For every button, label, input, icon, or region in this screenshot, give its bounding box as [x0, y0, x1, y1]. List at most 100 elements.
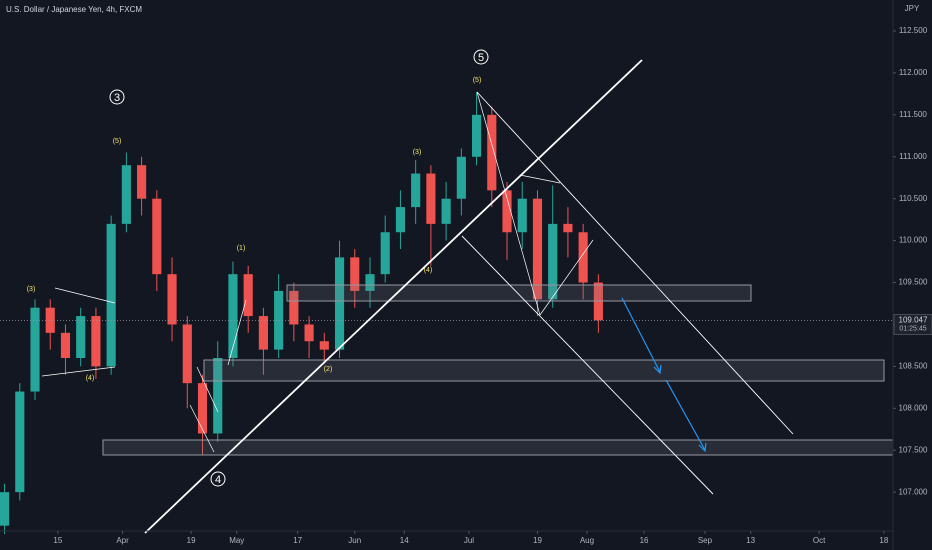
- candle-body: [517, 198, 527, 233]
- wave-circle: [473, 49, 489, 65]
- arrow-head: [653, 364, 662, 375]
- candle-body: [578, 232, 588, 283]
- x-tick-label: May: [229, 536, 244, 545]
- candle-body: [167, 274, 177, 325]
- candle-body: [15, 391, 25, 493]
- candle-body: [106, 223, 116, 367]
- candle-body: [319, 341, 329, 350]
- drawings: [41, 59, 894, 534]
- x-tick-label: 14: [400, 536, 409, 545]
- wave-label: (4): [86, 375, 95, 382]
- currency-label: JPY: [905, 4, 920, 13]
- major-wave-label: 5: [478, 52, 484, 64]
- wave-label: (5): [473, 77, 482, 84]
- y-tick-label: 112.000: [899, 68, 928, 77]
- candle-body: [472, 114, 482, 157]
- wedge-line: [41, 366, 116, 377]
- candle-body: [45, 307, 55, 333]
- candle-body: [411, 173, 421, 208]
- wave-label: (1): [237, 245, 246, 252]
- candle-body: [563, 223, 573, 233]
- wave-circle: [109, 89, 125, 105]
- candle-body: [121, 165, 131, 224]
- major-wave-label: 4: [215, 474, 221, 486]
- y-tick-label: 108.500: [899, 361, 928, 370]
- candle-body: [60, 332, 71, 359]
- candle-body: [456, 156, 466, 199]
- candle-body: [228, 274, 238, 359]
- wedge-line: [539, 239, 594, 316]
- candle-body: [548, 223, 558, 300]
- x-tick-label: 17: [293, 536, 302, 545]
- zone: [203, 359, 885, 382]
- arrow: [621, 297, 661, 373]
- major-wave-label: 3: [114, 92, 120, 104]
- y-tick-label: 110.000: [899, 236, 928, 245]
- candle-body: [213, 358, 223, 434]
- x-tick-label: Sep: [698, 536, 713, 545]
- plot-area: [0, 92, 893, 535]
- wedge-line: [189, 404, 215, 453]
- x-tick-label: Apr: [116, 536, 129, 545]
- last-price-label: 109.047: [899, 316, 928, 325]
- candle-body: [304, 324, 314, 342]
- price-axis: [893, 0, 932, 550]
- candle-body: [502, 190, 512, 233]
- candle-body: [532, 198, 543, 300]
- x-tick-label: 19: [187, 536, 196, 545]
- x-tick-label: Oct: [813, 536, 826, 545]
- y-tick-label: 107.500: [899, 445, 928, 454]
- last-price-box: [893, 314, 932, 335]
- x-tick-label: Jul: [464, 536, 474, 545]
- x-tick-label: 19: [533, 536, 542, 545]
- candle-body: [289, 290, 299, 325]
- y-tick-label: 111.000: [899, 152, 927, 161]
- wedge-line: [227, 299, 247, 366]
- arrow: [665, 379, 706, 451]
- candle-body: [487, 114, 497, 191]
- wave-label: (2): [324, 366, 333, 373]
- candle-body: [243, 274, 253, 317]
- wave-label: (3): [413, 149, 422, 156]
- wave-circle: [210, 471, 226, 487]
- candle-body: [152, 198, 162, 275]
- wedge-line: [196, 366, 219, 413]
- candle-body: [258, 316, 268, 350]
- candle-body: [91, 316, 101, 367]
- candle-body: [426, 173, 436, 224]
- axes: 107.000107.500108.000108.500109.000109.5…: [53, 26, 932, 545]
- y-tick-label: 107.000: [899, 487, 928, 496]
- zone: [102, 439, 894, 456]
- channel-line: [476, 91, 794, 435]
- wave-label: (3): [27, 286, 36, 293]
- candle-body: [441, 198, 451, 224]
- candle-body: [76, 316, 86, 359]
- channel-line: [461, 235, 714, 495]
- candle-body: [197, 383, 208, 434]
- y-tick-label: 108.000: [899, 403, 928, 412]
- candle-body: [182, 324, 192, 384]
- chart-title: U.S. Dollar / Japanese Yen, 4h, FXCM: [6, 5, 142, 14]
- candle-body: [334, 257, 345, 350]
- trend-line: [144, 59, 643, 534]
- x-tick-label: Aug: [580, 536, 594, 545]
- x-tick-label: 16: [640, 536, 649, 545]
- candle-body: [350, 257, 360, 291]
- wedge-line: [54, 287, 116, 304]
- candle-body: [30, 307, 40, 392]
- y-tick-label: 110.500: [899, 194, 928, 203]
- y-tick-label: 109.500: [899, 278, 928, 287]
- wedge-line: [519, 174, 561, 184]
- x-tick-label: 13: [746, 536, 755, 545]
- candle-body: [137, 165, 147, 199]
- arrow-head: [698, 442, 707, 453]
- x-tick-label: 15: [53, 536, 62, 545]
- wave-label: (5): [113, 138, 122, 145]
- wedge-line: [476, 91, 541, 316]
- candle-body: [274, 290, 284, 350]
- y-tick-label: 111.500: [899, 110, 927, 119]
- countdown-label: 01:25:45: [899, 325, 926, 332]
- candle-body: [365, 274, 375, 291]
- candle-body: [0, 492, 10, 526]
